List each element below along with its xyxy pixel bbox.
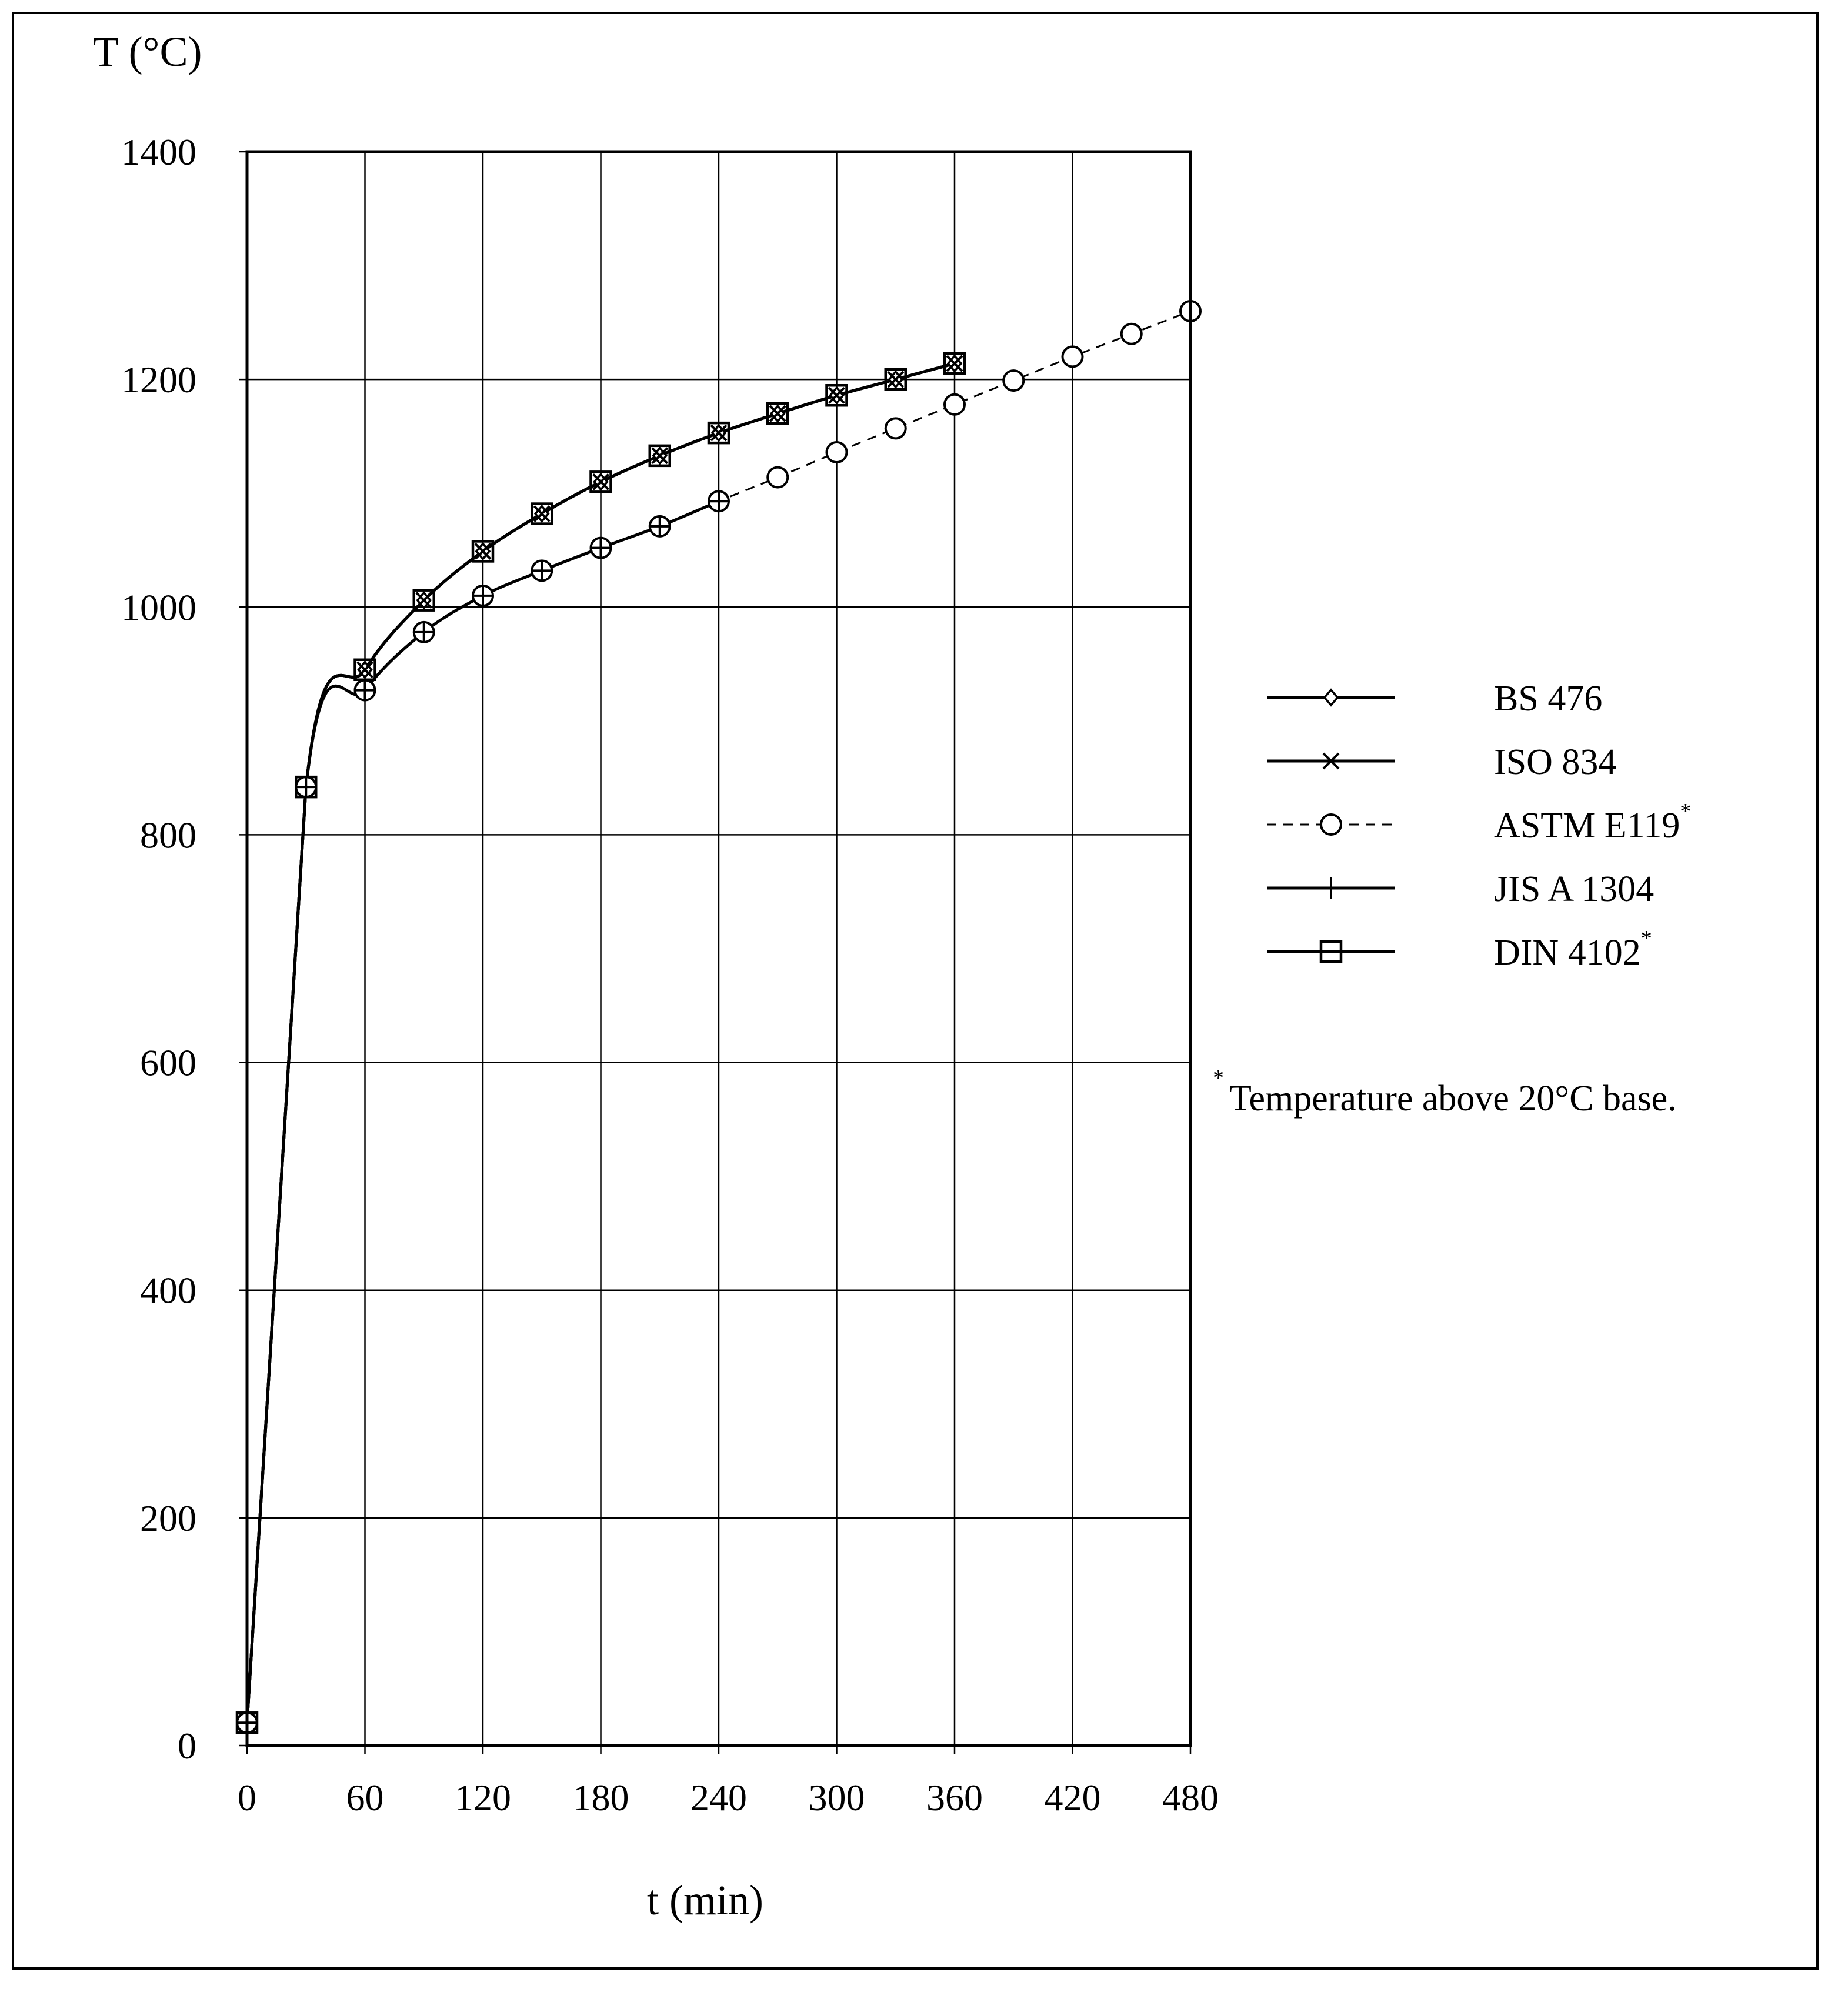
data-point-3-8 xyxy=(708,490,729,512)
y-tick-label: 1400 xyxy=(121,131,196,173)
data-point-3-2 xyxy=(354,679,376,701)
legend-footnote-marker: * xyxy=(1641,926,1652,951)
y-axis-title: T (°C) xyxy=(93,28,202,75)
data-point-1-11 xyxy=(887,371,905,388)
legend-marker xyxy=(1320,877,1342,899)
grid xyxy=(239,151,1192,1754)
data-point-2-13 xyxy=(1002,369,1025,392)
data-point-2-9 xyxy=(766,466,789,489)
data-point-4-11 xyxy=(884,368,907,391)
legend: BS 476 ISO 834 ASTM E119* JIS A 1304 DIN 410… xyxy=(1267,679,1691,973)
legend-label: BS 476 xyxy=(1494,679,1602,719)
data-point-4-7 xyxy=(648,444,671,468)
y-tick-label: 1200 xyxy=(121,359,196,401)
legend-entry: JIS A 1304 xyxy=(1267,869,1654,909)
data-point-2-15 xyxy=(1120,322,1143,345)
footnote: * Temperature above 20°C base. xyxy=(1213,1066,1677,1119)
x-tick-label: 480 xyxy=(1162,1777,1219,1818)
data-point-2-12 xyxy=(943,393,966,416)
data-point-3-6 xyxy=(590,537,612,559)
data-point-3-7 xyxy=(649,515,671,537)
legend-entry: DIN 4102* xyxy=(1267,926,1652,973)
legend-label: ISO 834 xyxy=(1494,742,1616,782)
data-point-4-1 xyxy=(295,775,318,799)
series-line-4 xyxy=(245,362,955,1723)
data-point-1-9 xyxy=(769,405,786,422)
data-point-1-5 xyxy=(533,505,551,522)
legend-label: JIS A 1304 xyxy=(1494,869,1654,909)
x-axis-title: t (min) xyxy=(647,1877,763,1924)
x-tick-label: 120 xyxy=(455,1777,511,1818)
legend-entry: BS 476 xyxy=(1267,679,1602,719)
data-point-4-10 xyxy=(825,383,848,407)
data-point-1-2 xyxy=(356,661,373,679)
x-tick-label: 300 xyxy=(809,1777,865,1818)
figure-frame xyxy=(12,12,1819,1970)
x-tick-label: 0 xyxy=(238,1777,256,1818)
data-point-3-4 xyxy=(472,585,493,606)
plot-area-border xyxy=(245,150,1192,1747)
legend-marker xyxy=(1323,688,1339,707)
data-point-4-6 xyxy=(589,470,612,493)
data-point-2-10 xyxy=(825,441,848,464)
y-tick-label: 0 xyxy=(178,1725,196,1767)
data-point-4-12 xyxy=(943,352,966,375)
data-point-4-2 xyxy=(353,658,376,681)
x-tick-label: 360 xyxy=(926,1777,983,1818)
y-tick-label: 800 xyxy=(140,814,196,856)
data-point-3-1 xyxy=(295,776,317,798)
data-point-4-9 xyxy=(766,402,789,425)
data-point-3-5 xyxy=(531,560,553,582)
legend-label: ASTM E119* xyxy=(1494,799,1691,846)
data-point-1-3 xyxy=(415,592,433,609)
footnote-text: Temperature above 20°C base. xyxy=(1229,1079,1677,1119)
data-point-1-10 xyxy=(828,386,845,404)
data-point-4-5 xyxy=(531,502,553,525)
legend-marker xyxy=(1319,940,1343,963)
data-point-2-14 xyxy=(1061,345,1084,368)
legend-entry: ASTM E119* xyxy=(1267,799,1691,846)
data-point-1-12 xyxy=(946,355,963,372)
x-tick-label: 420 xyxy=(1045,1777,1101,1818)
y-tick-label: 200 xyxy=(140,1497,196,1539)
data-point-1-4 xyxy=(474,543,492,560)
data-point-4-3 xyxy=(412,589,435,612)
footnote-marker: * xyxy=(1213,1066,1224,1090)
data-point-1-8 xyxy=(710,424,728,442)
data-point-4-8 xyxy=(707,421,730,445)
x-tick-label: 60 xyxy=(346,1777,384,1818)
y-tick-label: 1000 xyxy=(121,586,196,628)
x-tick-label: 240 xyxy=(691,1777,747,1818)
legend-entry: ISO 834 xyxy=(1267,742,1616,782)
legend-marker xyxy=(1322,752,1340,770)
data-point-1-7 xyxy=(651,447,669,465)
data-point-1-6 xyxy=(592,473,609,490)
legend-footnote-marker: * xyxy=(1680,799,1691,824)
legend-label: DIN 4102* xyxy=(1494,926,1652,973)
x-tick-label: 180 xyxy=(573,1777,629,1818)
y-tick-label: 600 xyxy=(140,1042,196,1084)
tick-labels: 0 60 120 180 240 300 360 420 480 0 200 400 600 800 100… xyxy=(121,131,1219,1818)
legend-marker xyxy=(1320,813,1342,836)
data-point-2-11 xyxy=(884,417,907,440)
data-point-4-4 xyxy=(471,540,495,563)
data-point-3-3 xyxy=(413,621,435,643)
y-tick-label: 400 xyxy=(140,1270,196,1311)
